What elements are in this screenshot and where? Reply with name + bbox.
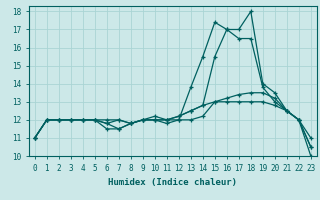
X-axis label: Humidex (Indice chaleur): Humidex (Indice chaleur)	[108, 178, 237, 187]
